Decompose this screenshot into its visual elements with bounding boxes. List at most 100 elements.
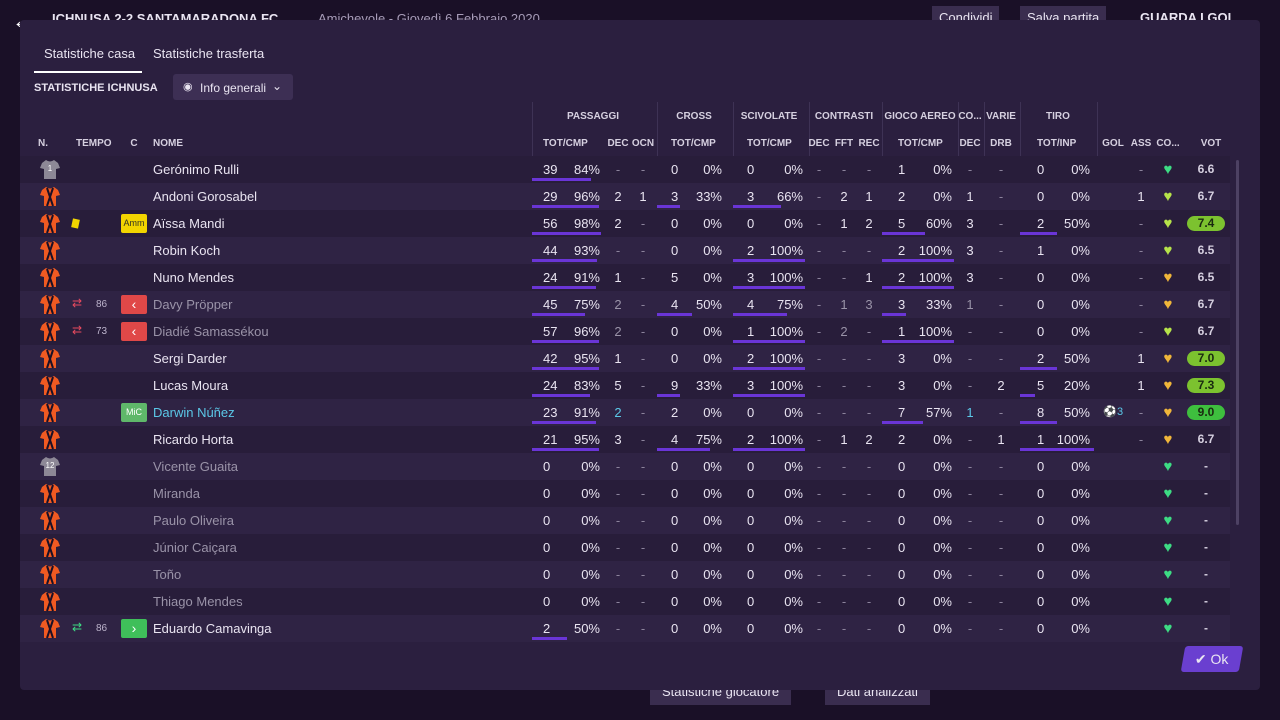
stat-cell: 33% [695, 189, 722, 204]
stat-cell: - [967, 351, 973, 366]
stat-cell: 0 [1037, 189, 1045, 204]
stat-cell: - [615, 540, 621, 555]
stat-cell: 0% [933, 486, 952, 501]
stat-cell: 50% [695, 297, 722, 312]
stat-cell: 2 [840, 189, 848, 204]
stat-cell: 1 [840, 216, 848, 231]
stat-cell: 0% [703, 486, 722, 501]
rating: - [1204, 621, 1208, 635]
stat-cell: 0% [581, 540, 600, 555]
stat-cell: 0% [581, 459, 600, 474]
stat-cell: 93% [573, 243, 600, 258]
column-header: ASS [1130, 138, 1152, 149]
stat-cell: - [866, 459, 872, 474]
stat-cell: - [866, 567, 872, 582]
stat-cell: 1 [966, 405, 974, 420]
stat-cell: - [967, 621, 973, 636]
condition-heart: ♥ [1163, 350, 1173, 367]
tab-away[interactable]: Statistiche trasferta [153, 46, 265, 61]
rating: - [1204, 594, 1208, 608]
stat-cell: - [866, 513, 872, 528]
stat-cell: 2 [1037, 351, 1045, 366]
stat-cell: - [640, 162, 646, 177]
condition-heart: ♥ [1163, 512, 1173, 529]
stat-cell: 1 [639, 189, 647, 204]
stat-cell: 0 [747, 621, 755, 636]
player-name: Toño [153, 567, 182, 582]
completion-bar [1020, 367, 1057, 370]
assists: 1 [1137, 351, 1145, 366]
column-header: GOL [1102, 138, 1124, 149]
stat-cell: 91% [573, 270, 600, 285]
condition-heart: ♥ [1163, 593, 1173, 610]
stat-cell: 0 [1037, 594, 1045, 609]
stat-cell: 0 [747, 216, 755, 231]
rating: 9.0 [1187, 405, 1225, 420]
completion-bar [532, 259, 598, 262]
completion-bar [882, 232, 926, 235]
stat-cell: - [998, 513, 1004, 528]
condition-heart: ♥ [1163, 323, 1173, 340]
stat-cell: - [866, 351, 872, 366]
stat-cell: 57 [543, 324, 558, 339]
player-name: Thiago Mendes [153, 594, 243, 609]
stat-cell: 0% [933, 594, 952, 609]
completion-bar [733, 259, 805, 262]
scrollbar[interactable] [1236, 160, 1239, 525]
assists: - [1138, 432, 1144, 447]
stat-cell: 0% [1071, 486, 1090, 501]
stat-cell: - [816, 243, 822, 258]
player-row: ⇄ 73 ‹ Diadié Samassékou 57 96% 2-0 0% 1 100% -2-1… [20, 318, 1230, 345]
stat-cell: 0% [784, 594, 803, 609]
stat-cell: - [816, 162, 822, 177]
stat-cell: 0 [1037, 486, 1045, 501]
tab-home[interactable]: Statistiche casa [44, 46, 136, 61]
stat-cell: 0% [703, 621, 722, 636]
stat-cell: 2 [898, 432, 906, 447]
stat-cell: 100% [918, 243, 952, 258]
stat-cell: - [816, 216, 822, 231]
stat-cell: 8 [1037, 405, 1045, 420]
stat-cell: - [640, 540, 646, 555]
stat-cell: - [841, 270, 847, 285]
dropdown[interactable]: ◉ Info generali ⌄ [173, 74, 293, 100]
stat-cell: 24 [543, 378, 558, 393]
stat-cell: 0% [784, 567, 803, 582]
stat-cell: 0 [898, 567, 906, 582]
stat-cell: 0% [581, 513, 600, 528]
stat-cell: 2 [614, 405, 622, 420]
stat-cell: 0% [1071, 594, 1090, 609]
stat-cell: 0% [933, 432, 952, 447]
stat-cell: 0% [581, 486, 600, 501]
stat-cell: - [615, 513, 621, 528]
completion-bar [532, 313, 585, 316]
stats-table: PASSAGGI CROSS SCIVOLATE CONTRASTI GIOCO AER… [20, 20, 1260, 690]
group-header: SCIVOLATE [740, 111, 798, 122]
column-header: FFT [834, 138, 854, 149]
stat-cell: 0% [1071, 459, 1090, 474]
rating: 6.5 [1197, 243, 1215, 257]
stat-cell: 3 [966, 243, 974, 258]
stat-cell: - [841, 621, 847, 636]
rating: - [1204, 513, 1208, 527]
stat-cell: - [967, 378, 973, 393]
stat-cell: 1 [614, 351, 622, 366]
group-header: PASSAGGI [566, 111, 620, 122]
stat-cell: - [866, 405, 872, 420]
stat-cell: 0 [747, 486, 755, 501]
stat-cell: - [816, 486, 822, 501]
stat-cell: - [841, 351, 847, 366]
player-row: ⇄ 86 › Eduardo Camavinga 2 50% - -0 0% 0 0% - - -0 0% -… [20, 615, 1230, 642]
stat-cell: 84% [573, 162, 600, 177]
stat-cell: - [967, 594, 973, 609]
stat-cell: 0 [898, 540, 906, 555]
player-row: 1 Gerónimo Rulli 39 84% - -0 0% 0 0% - - -1 0% - -0 0% -… [20, 156, 1230, 183]
stat-cell: 0 [1037, 567, 1045, 582]
stat-cell: - [640, 486, 646, 501]
stat-cell: 2 [840, 324, 848, 339]
stat-cell: - [816, 351, 822, 366]
ok-button[interactable]: ✔ Ok [1180, 646, 1244, 672]
rating: - [1204, 486, 1208, 500]
stat-cell: 57% [925, 405, 952, 420]
stat-cell: - [967, 432, 973, 447]
